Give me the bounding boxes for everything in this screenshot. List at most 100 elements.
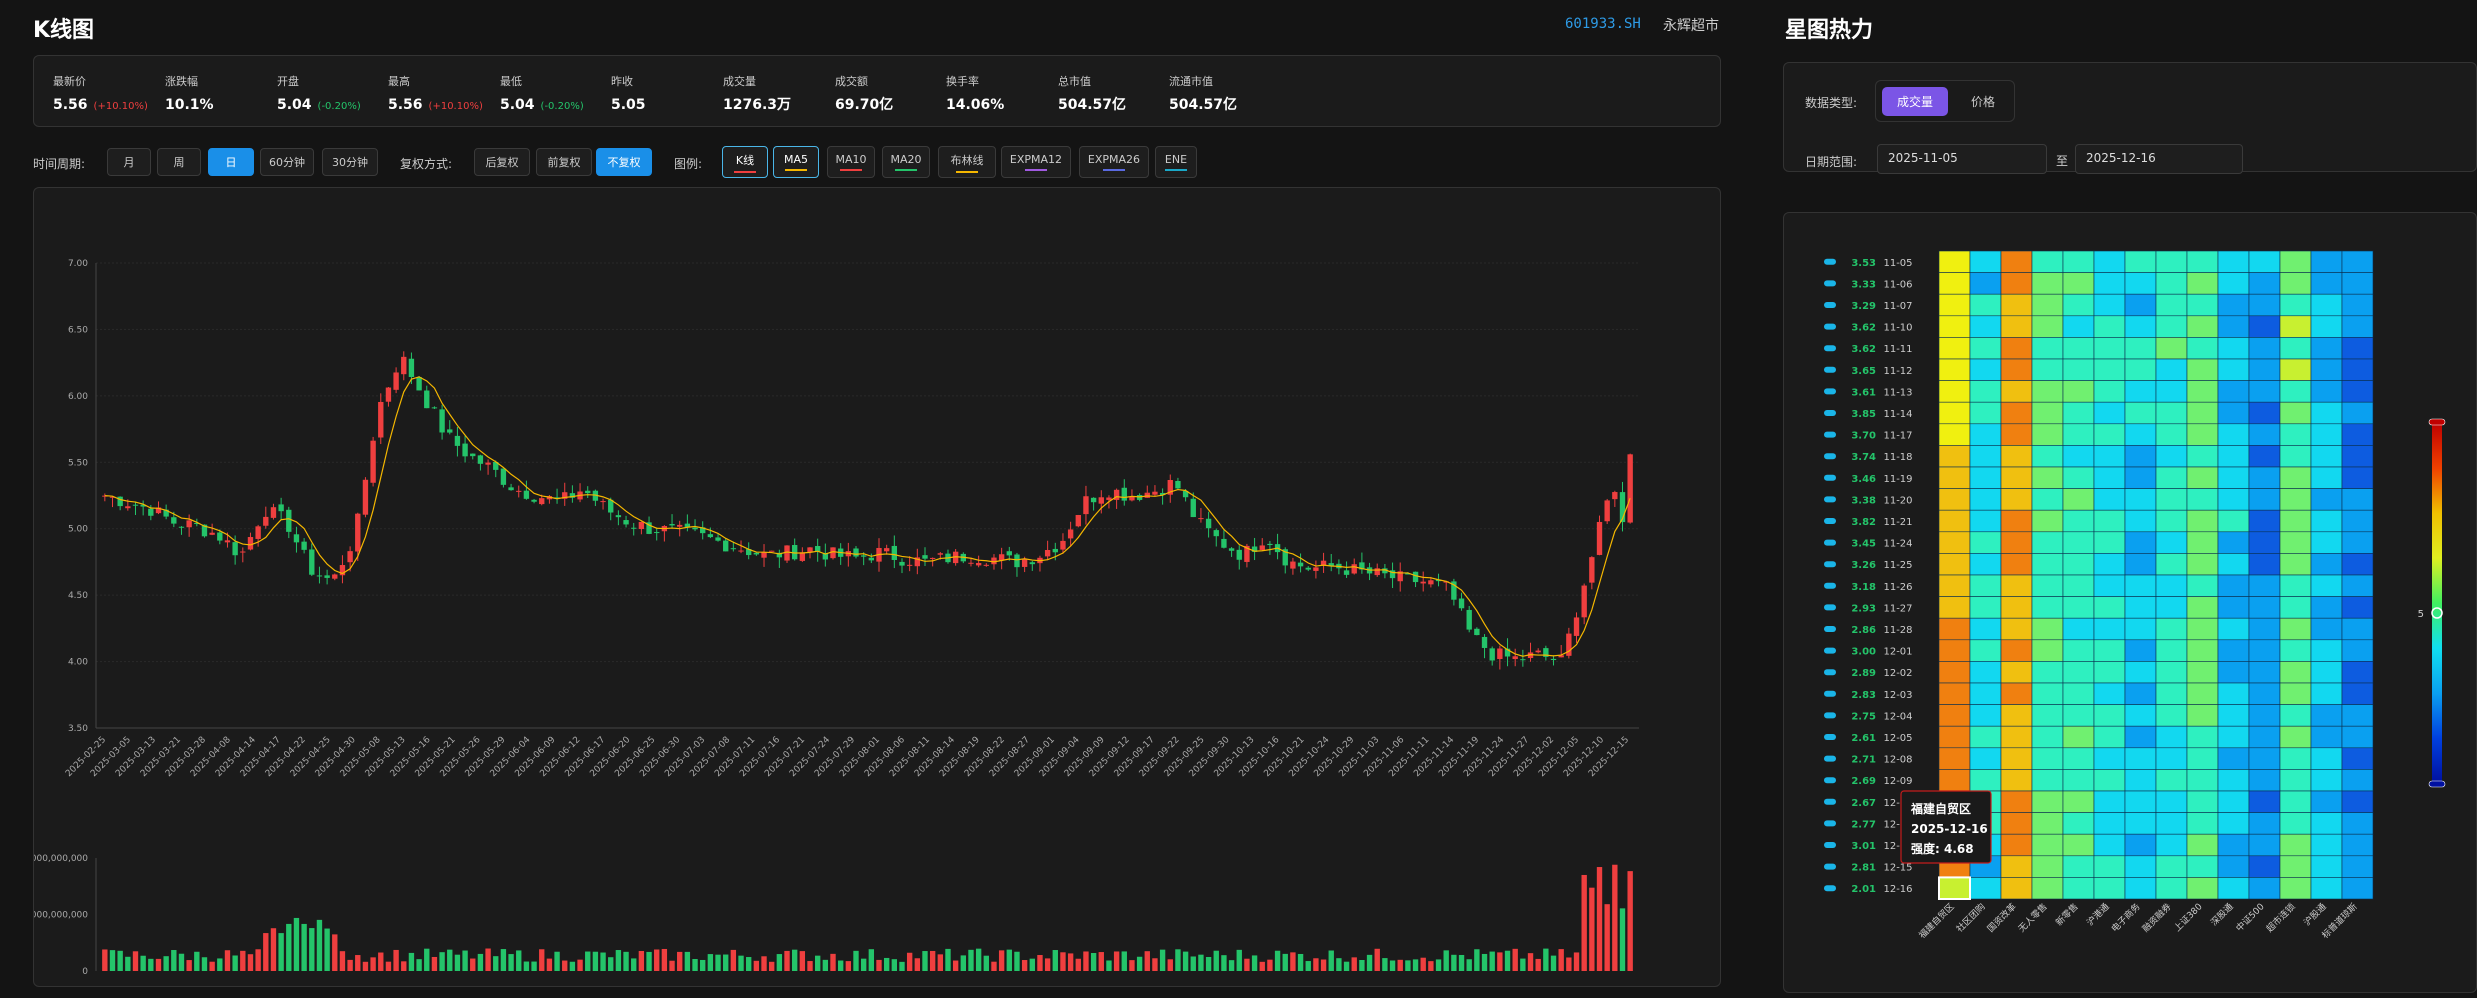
heat-cell (2124, 769, 2157, 792)
heat-cell (1938, 617, 1971, 641)
volume-bar (454, 954, 461, 971)
volume-bar (891, 959, 898, 971)
heat-cell (1969, 337, 2002, 360)
candlestick-chart[interactable]: 7.006.506.005.505.004.504.003.502025-02-… (22, 188, 1722, 988)
volume-bar (1159, 949, 1166, 971)
y-tick-label: 6.50 (68, 325, 88, 335)
row-bar (1824, 777, 1836, 784)
type-volume-button[interactable]: 成交量 (1882, 87, 1948, 116)
heat-cell (2000, 574, 2033, 597)
volume-bar (761, 956, 767, 971)
heat-cell (2186, 877, 2219, 900)
heat-cell (2155, 682, 2188, 705)
volume-bar (753, 960, 760, 971)
heat-cell (2279, 639, 2312, 662)
candle-body (1443, 581, 1449, 583)
period-button[interactable]: 日 (208, 148, 254, 176)
stat-value: 14.06% (946, 97, 1005, 113)
heat-cell (2062, 877, 2095, 900)
period-button[interactable]: 30分钟 (322, 148, 378, 176)
heatmap-chart[interactable]: 3.53 11-05 3.33 11-06 3.29 11-07 3.62 11-10 3.62… (1784, 213, 2477, 994)
heat-cell (2341, 639, 2374, 662)
heat-cell (2248, 401, 2281, 425)
volume-bar (1504, 950, 1511, 971)
heat-cell (2031, 747, 2064, 770)
candle-body (1259, 545, 1265, 550)
heat-cell (2186, 250, 2219, 273)
heat-cell (2248, 509, 2281, 533)
heat-cell (2341, 445, 2374, 468)
heat-cell (2155, 293, 2188, 317)
heat-cell (2031, 769, 2064, 792)
volume-bar (1190, 956, 1196, 971)
heat-cell (2093, 488, 2126, 511)
candle-body (431, 407, 438, 409)
adjust-button[interactable]: 不复权 (596, 148, 652, 176)
row-bar (1824, 345, 1836, 352)
legend-toggle[interactable]: MA5 (773, 146, 819, 178)
legend-toggle[interactable]: K线 (722, 146, 768, 178)
row-date: 11-07 (1883, 301, 1912, 312)
volume-bar (201, 957, 208, 971)
row-date: 12-02 (1883, 668, 1912, 679)
heat-cell (1969, 877, 2002, 900)
period-button[interactable]: 周 (157, 148, 201, 176)
stat-label: 成交量 (723, 75, 756, 88)
candle-body (171, 517, 177, 524)
period-button[interactable]: 60分钟 (260, 148, 314, 176)
volume-bar (600, 952, 606, 971)
heat-cell (2000, 877, 2033, 900)
volume-bar (1359, 959, 1365, 971)
candle-body (232, 542, 238, 556)
candle-body (1106, 497, 1112, 500)
stock-code: 601933.SH (1565, 16, 1641, 32)
heat-cell (2310, 747, 2343, 770)
adjust-button[interactable]: 后复权 (474, 148, 530, 176)
date-from-input[interactable]: 2025-11-05 (1877, 144, 2047, 174)
heat-cell (2062, 293, 2095, 317)
adjust-button[interactable]: 前复权 (536, 148, 592, 176)
candle-body (1474, 628, 1480, 636)
data-type-label: 数据类型: (1805, 96, 1858, 110)
volume-bar (746, 957, 752, 971)
legend-toggle[interactable]: ENE (1155, 146, 1197, 178)
legend-toggle[interactable]: MA20 (882, 146, 930, 178)
row-value: 3.62 (1851, 323, 1876, 334)
row-value: 3.38 (1851, 495, 1876, 506)
heat-cell (2217, 509, 2250, 533)
heat-cell (2248, 423, 2281, 446)
volume-bar (362, 961, 369, 971)
heat-cell (2279, 617, 2312, 641)
type-price-button[interactable]: 价格 (1970, 95, 1995, 109)
candle-body (1129, 496, 1135, 501)
volume-bar (1527, 953, 1534, 971)
volume-bar (952, 960, 959, 971)
legend-toggle[interactable]: EXPMA12 (1001, 146, 1071, 178)
candle-body (393, 372, 399, 390)
stat-change: (+10.10%) (428, 101, 483, 112)
volume-bar (1021, 960, 1028, 971)
column-label: 超市连锁 (2264, 901, 2298, 935)
candle-body (408, 358, 415, 377)
stat-item: 最高 5.56 (+10.10%) (388, 73, 483, 113)
date-to-input[interactable]: 2025-12-16 (2075, 144, 2243, 174)
candle-body (799, 552, 806, 561)
heat-cell (2341, 250, 2374, 273)
volume-bar (707, 954, 714, 971)
row-bar (1824, 388, 1836, 395)
period-button[interactable]: 月 (107, 148, 151, 176)
heat-cell (1969, 315, 2002, 338)
volume-bar (178, 953, 185, 971)
candle-body (868, 557, 875, 561)
heat-cell (2310, 617, 2343, 641)
candle-body (1374, 568, 1380, 576)
heat-cell (2062, 704, 2095, 727)
candle-body (148, 508, 154, 516)
candle-body (531, 499, 537, 502)
legend-toggle[interactable]: 布林线 (938, 146, 996, 178)
legend-toggle[interactable]: MA10 (827, 146, 875, 178)
legend-toggle[interactable]: EXPMA26 (1079, 146, 1149, 178)
column-label: 无人零售 (2016, 901, 2050, 935)
heat-cell (1969, 704, 2002, 727)
heat-cell (2310, 704, 2343, 727)
